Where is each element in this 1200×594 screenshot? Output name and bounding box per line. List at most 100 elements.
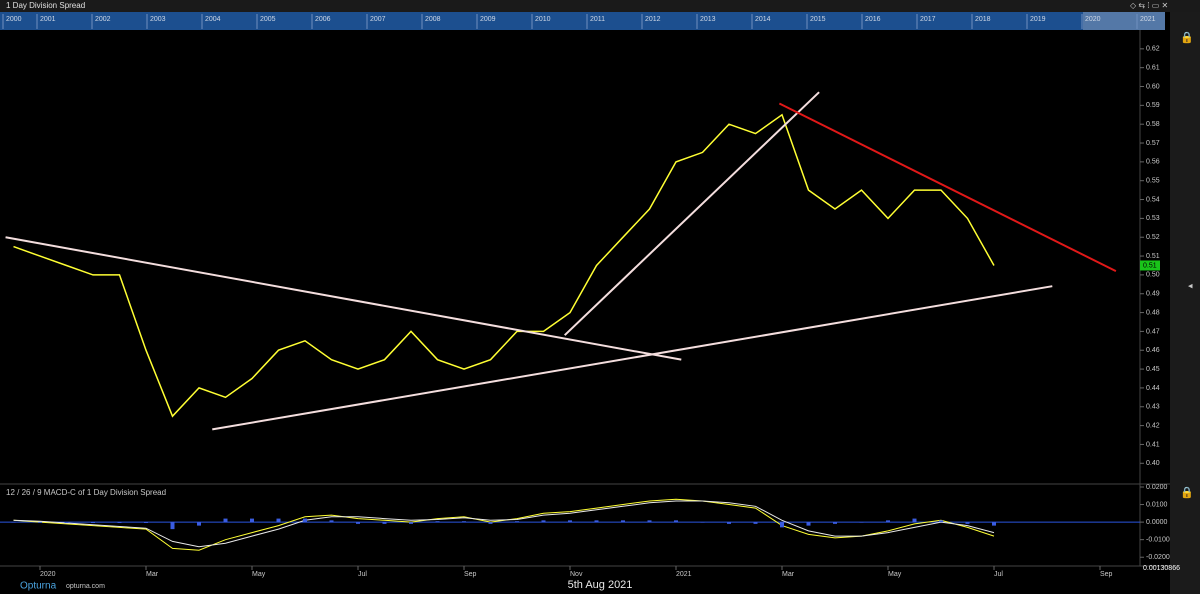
x-tick-label: Mar [782,571,795,578]
histogram-bar [780,522,784,528]
x-tick-label: May [252,571,266,578]
price-line [13,113,995,418]
y-tick-label: 0.52 [1146,234,1160,241]
navigator-year: 2011 [590,16,605,23]
x-tick-label: Sep [464,571,477,578]
y-tick-label: 0.48 [1146,309,1160,316]
histogram-bar [859,522,864,523]
brand: Opturna [20,581,57,592]
navigator-year: 2002 [95,16,111,23]
collapse-arrow[interactable]: ◂ [1188,280,1193,290]
histogram-bar [170,522,175,530]
navigator-year: 2021 [1140,16,1156,23]
histogram-bar [488,522,493,524]
histogram-bar [568,520,572,523]
navigator-year: 2017 [920,16,936,23]
navigator-year: 2010 [535,16,551,23]
navigator-year: 2015 [810,16,826,23]
y-tick-label: 0.62 [1146,46,1160,53]
histogram-bar [462,521,466,523]
y-tick-label: 0.0000 [1146,519,1168,526]
navigator-window[interactable] [1083,12,1165,30]
histogram-bar [541,520,546,523]
navigator-year: 2012 [645,16,661,23]
macd-line [13,500,995,548]
histogram-bar [144,522,148,523]
y-tick-label: 0.42 [1146,422,1160,429]
navigator-year: 2007 [370,16,386,23]
histogram-bar [674,520,678,523]
navigator-year: 2013 [700,16,716,23]
y-tick-label: 0.61 [1146,65,1160,72]
histogram-bar [64,522,69,523]
y-tick-label: 0.45 [1146,366,1160,373]
y-tick-label: -0.0200 [1146,554,1170,561]
x-tick-label: 2021 [676,571,692,578]
histogram-bar [939,520,943,523]
title-bar [0,0,1200,12]
macd-title: 12 / 26 / 9 MACD-C of 1 Day Division Spr… [6,488,166,497]
scale-label: 0.00130866 [1143,565,1180,572]
navigator-year: 2005 [260,16,276,23]
histogram-bar [356,522,360,524]
y-tick-label: 0.44 [1146,385,1160,392]
histogram-bar [965,522,970,524]
x-tick-label: Nov [570,571,583,578]
histogram-bar [833,522,837,524]
side-panel [1170,12,1200,594]
histogram-bar [700,522,705,523]
last-value-label: 0.51 [1143,262,1157,269]
navigator-year: 2019 [1030,16,1046,23]
navigator-year: 2000 [6,16,22,23]
histogram-bar [91,522,95,523]
histogram-bar [276,518,281,523]
histogram-bar [647,520,652,523]
x-tick-label: Sep [1100,571,1113,578]
histogram-bar [38,522,42,523]
histogram-bar [912,518,917,523]
y-tick-label: -0.0100 [1146,537,1170,544]
histogram-bar [886,520,890,523]
y-tick-label: 0.58 [1146,121,1160,128]
y-tick-label: 0.55 [1146,178,1160,185]
y-tick-label: 0.47 [1146,328,1160,335]
window-icons[interactable]: ◇ ⇆ ⁞ ▭ ✕ [1130,1,1168,10]
navigator-year: 2008 [425,16,441,23]
x-tick-label: Jul [994,571,1003,578]
y-tick-label: 0.43 [1146,404,1160,411]
chart-title: 1 Day Division Spread [6,1,85,10]
y-tick-label: 0.51 [1146,253,1160,260]
navigator[interactable] [0,12,1165,30]
x-tick-label: May [888,571,902,578]
trendline [5,236,682,361]
y-tick-label: 0.46 [1146,347,1160,354]
lock-icon[interactable]: 🔒 [1180,486,1194,499]
navigator-year: 2016 [865,16,881,23]
y-tick-label: 0.59 [1146,102,1160,109]
histogram-bar [806,522,811,526]
histogram-bar [992,522,996,526]
navigator-year: 2006 [315,16,331,23]
histogram-bar [409,522,413,524]
brand-site: opturna.com [66,583,105,590]
histogram-bar [223,518,228,523]
x-tick-label: 2020 [40,571,56,578]
histogram-bar [435,521,440,523]
y-tick-label: 0.54 [1146,196,1160,203]
lock-icon[interactable]: 🔒 [1180,31,1194,44]
date: 5th Aug 2021 [568,579,633,591]
histogram-bar [303,518,307,523]
navigator-year: 2004 [205,16,221,23]
navigator-year: 2003 [150,16,166,23]
navigator-year: 2009 [480,16,496,23]
histogram-bar [117,522,122,523]
y-tick-label: 0.49 [1146,291,1160,298]
y-tick-label: 0.0100 [1146,501,1168,508]
y-tick-label: 0.40 [1146,460,1160,467]
y-tick-label: 0.57 [1146,140,1160,147]
navigator-year: 2014 [755,16,771,23]
y-tick-label: 0.41 [1146,441,1160,448]
